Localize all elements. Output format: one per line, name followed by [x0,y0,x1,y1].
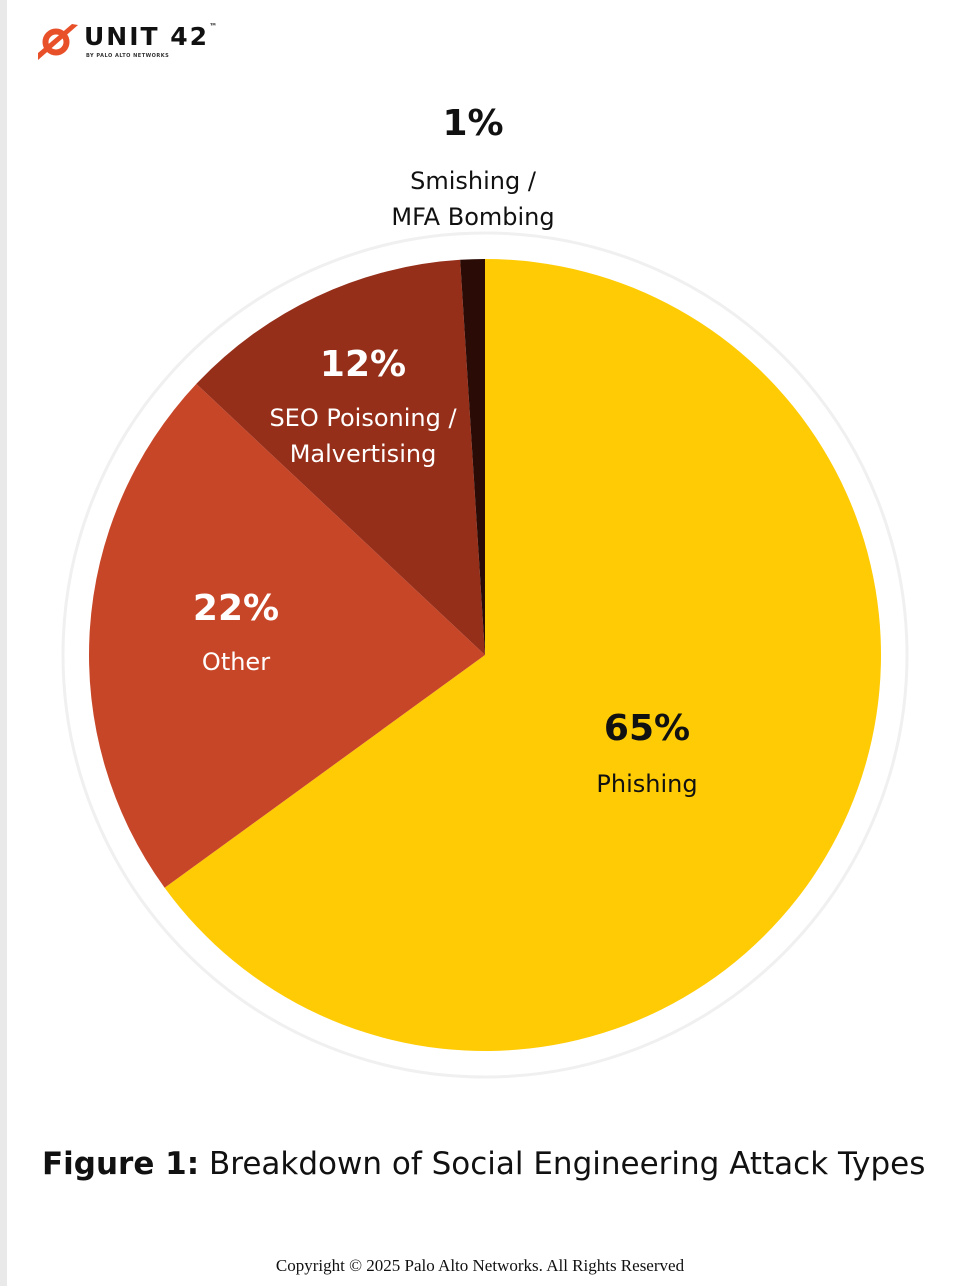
slice-category-label-seo-poisoning-malvertising-line-1: SEO Poisoning / [269,404,457,432]
pie-slice-smishing-mfa-bombing [460,259,485,655]
pie-outer-ring [61,231,909,1079]
pie-slice-other [89,383,485,888]
slice-category-label-phishing: Phishing [596,770,697,798]
pie-labels: 65% Phishing 22% Other 12% SEO Poisoning / Mal… [193,103,698,798]
figure-caption-prefix: Figure 1: [42,1146,200,1182]
pie-slices [89,258,882,1051]
figure-caption-text: Breakdown of Social Engineering Attack T… [209,1146,926,1182]
pie-slice-seo-poisoning-malvertising [196,259,485,655]
slice-value-label-other: 22% [193,588,279,629]
slice-category-label-other: Other [202,648,270,676]
brand-name: UNIT 42™ [84,22,218,51]
slice-value-label-smishing-mfa-bombing: 1% [442,103,503,144]
unit42-logo-mark-icon [38,24,78,60]
slice-category-label-smishing-mfa-bombing-line-2: MFA Bombing [391,203,554,231]
page-edge [0,0,7,1286]
figure-caption: Figure 1: Breakdown of Social Engineerin… [42,1146,942,1182]
slice-value-label-seo-poisoning-malvertising: 12% [320,344,406,385]
slice-category-label-smishing-mfa-bombing-line-1: Smishing / [410,167,537,195]
slice-value-label-phishing: 65% [604,708,690,749]
unit42-logo: UNIT 42™ BY PALO ALTO NETWORKS [36,18,296,68]
copyright-notice: Copyright © 2025 Palo Alto Networks. All… [275,1256,685,1275]
pie-slice-phishing [164,258,882,1051]
slice-category-label-seo-poisoning-malvertising-line-2: Malvertising [290,440,437,468]
brand-byline: BY PALO ALTO NETWORKS [86,53,170,59]
